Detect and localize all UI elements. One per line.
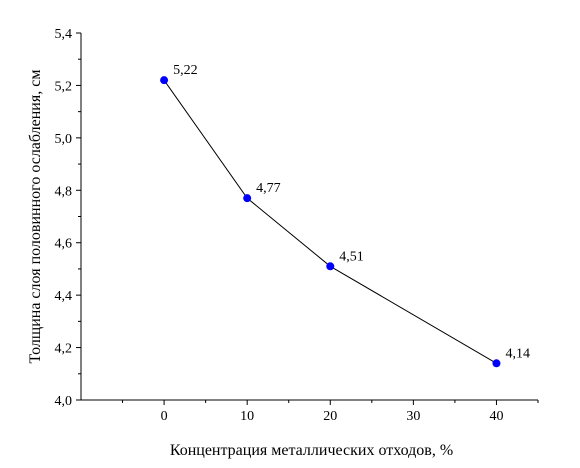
y-tick-label: 4,8 bbox=[55, 184, 73, 199]
y-tick-label: 4,6 bbox=[55, 237, 73, 252]
data-point bbox=[243, 194, 252, 203]
x-tick-label: 0 bbox=[161, 409, 168, 424]
x-axis-title: Концентрация металлических отходов, % bbox=[170, 442, 453, 459]
data-label: 4,77 bbox=[256, 181, 281, 196]
y-tick-label: 5,4 bbox=[55, 27, 73, 42]
y-tick-label: 4,2 bbox=[55, 342, 73, 357]
y-tick-label: 4,4 bbox=[55, 289, 73, 304]
data-label: 4,14 bbox=[505, 346, 530, 361]
data-point bbox=[492, 359, 501, 368]
y-tick-label: 4,0 bbox=[55, 394, 73, 409]
data-point bbox=[160, 76, 169, 85]
x-tick-label: 40 bbox=[489, 409, 503, 424]
data-point bbox=[326, 262, 335, 271]
ticks: 4,0 4,2 4,4 4,6 4,8 5,0 5,2 5,4 0 10 20 30 40 bbox=[55, 27, 539, 424]
series: 5,22 4,77 4,51 4,14 bbox=[160, 63, 530, 368]
x-tick-label: 30 bbox=[406, 409, 420, 424]
y-tick-label: 5,0 bbox=[55, 132, 73, 147]
y-tick-label: 5,2 bbox=[55, 79, 73, 94]
data-label: 4,51 bbox=[339, 249, 364, 264]
x-tick-label: 20 bbox=[323, 409, 337, 424]
data-label: 5,22 bbox=[173, 63, 198, 78]
y-axis-title: Толщина слоя половинного ослабления, см bbox=[27, 70, 44, 364]
series-line bbox=[163, 79, 497, 364]
x-tick-label: 10 bbox=[240, 409, 254, 424]
axes bbox=[80, 33, 538, 401]
